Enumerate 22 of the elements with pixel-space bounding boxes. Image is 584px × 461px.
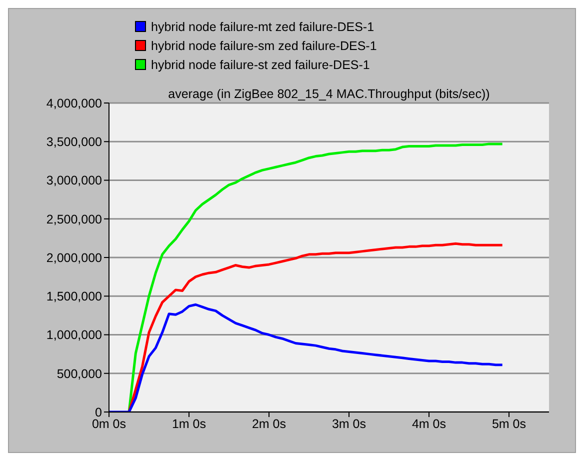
x-tick-label: 0m 0s [92, 416, 126, 431]
y-tick-label: 3,500,000 [46, 135, 102, 150]
legend-label: hybrid node failure-mt zed failure-DES-1 [151, 20, 374, 34]
x-tick-label: 4m 0s [412, 416, 446, 431]
x-tick-label: 1m 0s [172, 416, 206, 431]
y-tick-label: 500,000 [56, 366, 102, 381]
legend-label: hybrid node failure-sm zed failure-DES-1 [151, 38, 377, 52]
y-tick-label: 1,000,000 [46, 328, 102, 342]
line-series [108, 303, 504, 412]
y-tick-label: 4,000,000 [46, 96, 102, 110]
x-tick-label: 3m 0s [332, 416, 366, 431]
line-series [128, 242, 504, 412]
y-tick-label: 2,000,000 [46, 250, 102, 265]
y-tick-label: 1,500,000 [46, 290, 102, 304]
x-tick-label: 2m 0s [252, 416, 286, 431]
x-tick-label: 5m 0s [492, 416, 526, 431]
y-tick-label: 3,000,000 [46, 174, 102, 188]
chart-title: average (in ZigBee 802_15_4 MAC.Throughput (bits/sec)) [167, 87, 491, 101]
y-tick-label: 2,500,000 [46, 212, 102, 226]
y-tick-label: 0 [95, 405, 102, 420]
legend-label: hybrid node failure-st zed failure-DES-1 [151, 58, 370, 72]
line-series [128, 142, 504, 412]
